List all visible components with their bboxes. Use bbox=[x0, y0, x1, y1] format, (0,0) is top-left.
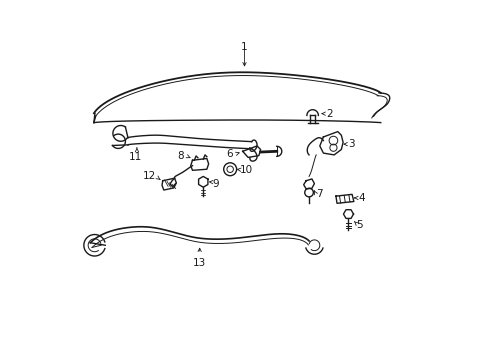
Text: 10: 10 bbox=[240, 165, 253, 175]
Text: 3: 3 bbox=[348, 139, 354, 149]
Text: 4: 4 bbox=[358, 193, 365, 203]
Text: 2: 2 bbox=[325, 109, 332, 119]
Text: 12: 12 bbox=[142, 171, 156, 181]
Text: 8: 8 bbox=[177, 150, 184, 161]
Text: 6: 6 bbox=[226, 149, 233, 159]
Text: 5: 5 bbox=[356, 220, 362, 230]
Text: 9: 9 bbox=[212, 179, 219, 189]
Text: 1: 1 bbox=[241, 42, 247, 52]
Text: 11: 11 bbox=[128, 152, 142, 162]
Text: 13: 13 bbox=[193, 258, 206, 268]
Text: 7: 7 bbox=[316, 189, 322, 199]
